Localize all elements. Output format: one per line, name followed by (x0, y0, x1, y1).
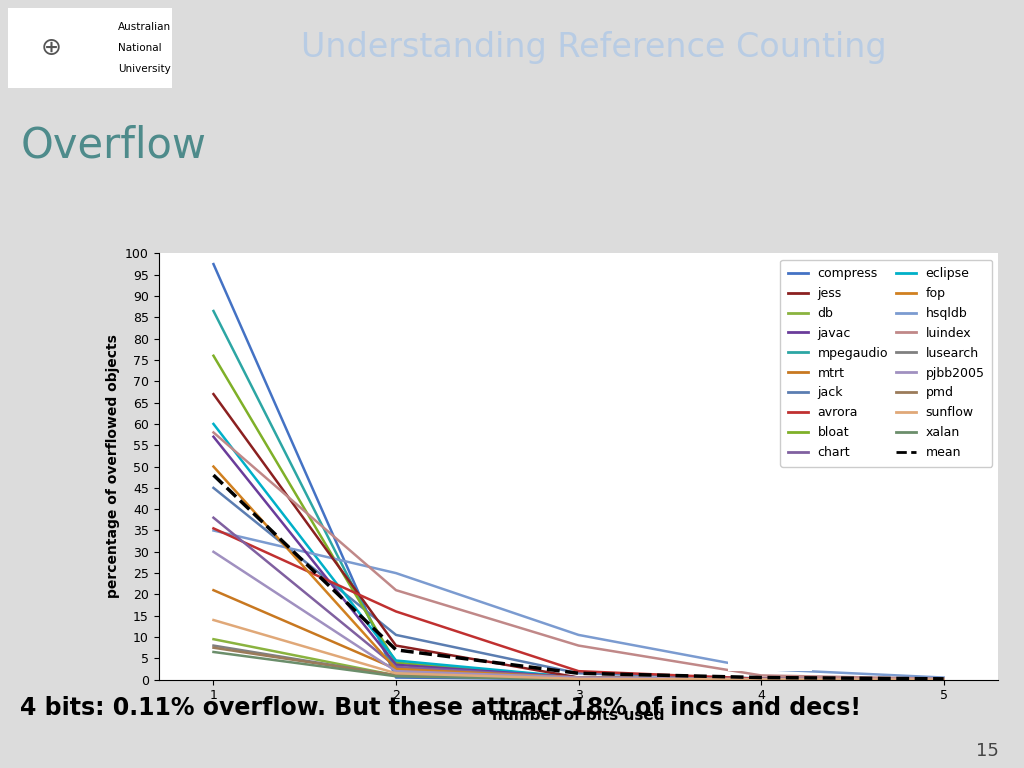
Legend: compress, jess, db, javac, mpegaudio, mtrt, jack, avrora, bloat, chart, eclipse,: compress, jess, db, javac, mpegaudio, mt… (780, 260, 992, 467)
FancyArrowPatch shape (763, 623, 778, 659)
Text: ⊕: ⊕ (41, 36, 61, 60)
Y-axis label: percentage of overflowed objects: percentage of overflowed objects (105, 335, 120, 598)
Text: University: University (118, 64, 171, 74)
FancyBboxPatch shape (8, 8, 172, 88)
Text: Overflow: Overflow (20, 125, 207, 167)
Text: National: National (118, 43, 162, 53)
FancyBboxPatch shape (728, 620, 812, 671)
FancyArrowPatch shape (762, 623, 778, 663)
Text: 15: 15 (976, 742, 998, 760)
X-axis label: number of bits used: number of bits used (493, 708, 665, 723)
Text: Understanding Reference Counting: Understanding Reference Counting (301, 31, 887, 65)
Text: 4 bits: 0.11% overflow. But these attract 18% of incs and decs!: 4 bits: 0.11% overflow. But these attrac… (20, 697, 861, 720)
Text: Australian: Australian (118, 22, 171, 32)
